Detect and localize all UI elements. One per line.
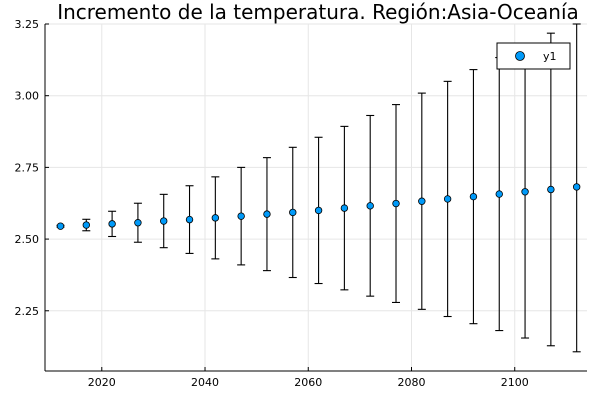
data-point [82,221,90,229]
data-point [521,188,529,196]
data-point [366,202,374,210]
data-point [495,190,503,198]
y-tick-label: 3.00 [15,90,40,103]
axes-layer: 2020 2040 2060 2080 2100 2.25 2.50 2.75 3.00 3.25 [15,18,587,389]
data-point [314,206,323,215]
data-point [572,183,581,191]
data-point [160,217,168,225]
data-point [134,219,142,227]
data-point [237,212,245,220]
x-tick-label: 2080 [397,376,425,389]
legend-label-y1: y1 [543,50,557,63]
chart-title: Incremento de la temperatura. Región:Asi… [57,0,579,24]
grid-layer [45,23,587,371]
points-layer [56,183,581,230]
data-point [547,185,555,194]
data-point [108,220,116,228]
legend-box [496,42,571,70]
data-point [56,222,65,230]
x-tick-label: 2020 [88,376,116,389]
data-point [443,195,452,203]
y-tick-label: 2.25 [15,305,40,318]
y-tick-label: 3.25 [15,18,40,31]
error-bars-layer [56,23,581,353]
x-tick-label: 2100 [501,376,529,389]
data-point [289,208,297,217]
data-point [469,192,478,201]
data-point [263,210,271,218]
y-tick-label: 2.75 [15,161,40,174]
legend: y1 [496,42,571,70]
data-point [418,197,426,205]
data-point [340,204,349,212]
y-tick-label: 2.50 [15,233,40,246]
x-tick-label: 2060 [294,376,322,389]
data-point [185,215,194,224]
legend-marker [515,51,525,61]
data-point [392,199,400,208]
data-point [211,214,220,222]
x-tick-label: 2040 [191,376,219,389]
